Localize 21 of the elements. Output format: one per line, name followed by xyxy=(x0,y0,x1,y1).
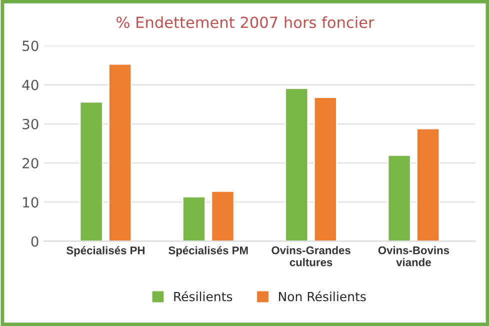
x-tick-label: Spécialisés PM xyxy=(168,246,248,257)
legend-label: Non Résilients xyxy=(278,291,366,302)
bar xyxy=(387,154,412,242)
y-tick-label: 40 xyxy=(22,80,38,90)
bar xyxy=(284,88,309,242)
bar xyxy=(313,96,338,242)
x-tick-label: Ovins-Bovins viande xyxy=(378,246,450,266)
bar xyxy=(108,63,132,242)
bar xyxy=(210,190,235,242)
bar xyxy=(79,101,104,242)
legend-label: Résilients xyxy=(174,291,232,302)
x-tick-label: Spécialisés PH xyxy=(66,246,144,257)
bar xyxy=(416,128,440,242)
x-tick-label: Ovins-Grandes cultures xyxy=(272,246,350,266)
y-tick-label: 30 xyxy=(22,118,38,130)
y-tick-label: 20 xyxy=(22,158,38,168)
chart-title: % Endettement 2007 hors foncier xyxy=(116,16,374,28)
bar xyxy=(182,196,206,242)
y-tick-label: 0 xyxy=(31,236,38,247)
y-tick-label: 10 xyxy=(23,197,38,208)
y-tick-label: 50 xyxy=(22,40,38,52)
